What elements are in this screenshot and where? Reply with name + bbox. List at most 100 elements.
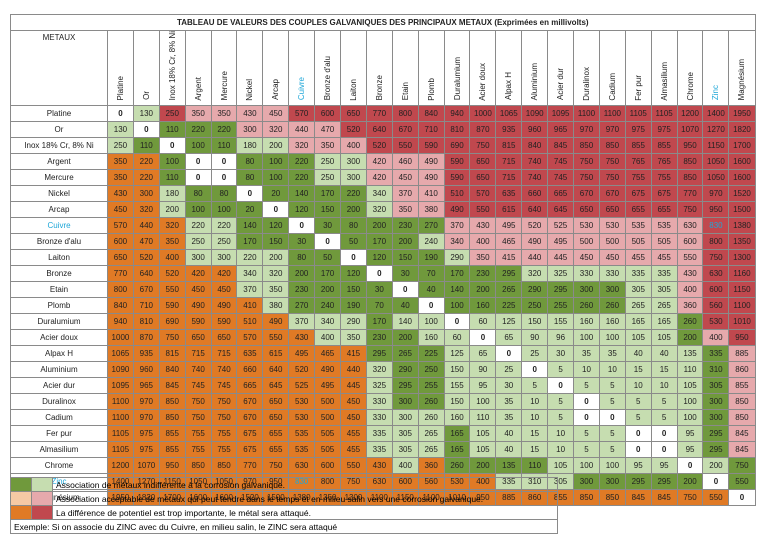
column-header-label: Laiton (348, 78, 358, 101)
value-cell: 40 (624, 345, 652, 363)
value-cell: 360 (417, 457, 445, 475)
value-cell: 320 (132, 201, 160, 219)
value-cell: 300 (340, 169, 367, 187)
value-cell: 100 (676, 409, 704, 427)
table-row: Laiton 650 520 400 300 300 220 200 80 50 0 120 150 19… (10, 249, 756, 267)
value-cell: 845 (728, 441, 756, 459)
value-cell: 505 (314, 441, 342, 459)
value-cell: 850 (676, 169, 704, 187)
value-cell: 340 (314, 313, 342, 331)
value-cell: 320 (158, 217, 186, 235)
row-label-platine: Platine (10, 105, 108, 123)
value-cell: 885 (728, 345, 756, 363)
value-cell: 80 (184, 185, 212, 203)
value-cell: 230 (391, 217, 419, 235)
value-cell: 535 (650, 217, 678, 235)
value-cell: 160 (443, 409, 471, 427)
legend-swatch (10, 491, 32, 506)
value-cell: 590 (443, 153, 471, 171)
row-label-inox-18-cr-8-ni: Inox 18% Cr, 8% Ni (10, 137, 108, 155)
value-cell: 400 (391, 457, 419, 475)
value-cell: 100 (262, 169, 290, 187)
value-cell: 200 (469, 457, 497, 475)
galvanic-table-wrapper: TABLEAU DE VALEURS DES COUPLES GALVANIQU… (10, 14, 756, 507)
value-cell: 300 (236, 121, 264, 139)
value-cell: 260 (417, 393, 445, 411)
value-cell: 5 (547, 361, 575, 379)
value-cell: 975 (132, 441, 160, 459)
value-cell: 750 (676, 201, 704, 219)
value-cell: 150 (521, 313, 549, 331)
value-cell: 440 (340, 361, 367, 379)
value-cell: 160 (573, 313, 600, 331)
legend-swatch (31, 491, 53, 506)
value-cell: 590 (417, 137, 445, 155)
value-cell: 100 (598, 457, 626, 475)
value-cell: 430 (107, 185, 134, 203)
value-cell: 600 (702, 281, 730, 299)
column-header-acier-dur: Acier dur (547, 29, 575, 107)
value-cell: 1105 (107, 425, 134, 443)
column-header-label: Duralinox (581, 66, 591, 101)
value-cell: 750 (676, 489, 704, 507)
column-header-plomb: Plomb (417, 29, 445, 107)
value-cell: 240 (314, 297, 342, 315)
value-cell: 420 (365, 153, 393, 171)
value-cell: 0 (624, 441, 652, 459)
value-cell: 1520 (728, 185, 756, 203)
value-cell: 740 (184, 361, 212, 379)
value-cell: 500 (598, 233, 626, 251)
value-cell: 300 (210, 249, 238, 267)
value-cell: 850 (210, 457, 238, 475)
value-cell: 940 (443, 105, 471, 123)
value-cell: 1105 (107, 441, 134, 459)
value-cell: 135 (495, 457, 523, 475)
value-cell: 10 (521, 409, 549, 427)
value-cell: 745 (184, 377, 212, 395)
value-cell: 1950 (728, 105, 756, 123)
table-row: Plomb 840 710 590 490 490 410 380 270 240 190 70 40 0… (10, 297, 756, 315)
value-cell: 5 (598, 393, 626, 411)
value-cell: 635 (495, 185, 523, 203)
value-cell: 330 (573, 265, 600, 283)
value-cell: 525 (547, 217, 575, 235)
value-cell: 1070 (676, 121, 704, 139)
value-cell: 640 (262, 361, 290, 379)
value-cell: 855 (158, 425, 186, 443)
value-cell: 1050 (702, 153, 730, 171)
value-cell: 970 (573, 121, 600, 139)
value-cell: 35 (573, 345, 600, 363)
value-cell: 350 (314, 137, 342, 155)
value-cell: 570 (236, 329, 264, 347)
value-cell: 80 (236, 153, 264, 171)
value-cell: 970 (132, 409, 160, 427)
value-cell: 470 (314, 121, 342, 139)
value-cell: 0 (236, 185, 264, 203)
value-cell: 550 (676, 249, 704, 267)
value-cell: 750 (728, 457, 756, 475)
value-cell: 350 (158, 233, 186, 251)
value-cell: 105 (469, 425, 497, 443)
value-cell: 845 (158, 377, 186, 395)
value-cell: 335 (702, 345, 730, 363)
value-cell: 5 (573, 425, 600, 443)
value-cell: 225 (417, 345, 445, 363)
value-cell: 770 (107, 265, 134, 283)
value-cell: 855 (650, 137, 678, 155)
value-cell: 0 (728, 489, 756, 507)
value-cell: 830 (702, 217, 730, 235)
galvanic-couples-table: TABLEAU DE VALEURS DES COUPLES GALVANIQU… (10, 14, 756, 507)
value-cell: 645 (262, 377, 290, 395)
value-cell: 35 (495, 409, 523, 427)
value-cell: 655 (624, 201, 652, 219)
value-cell: 40 (495, 425, 523, 443)
value-cell: 490 (443, 201, 471, 219)
value-cell: 710 (132, 297, 160, 315)
value-cell: 1200 (676, 105, 704, 123)
value-cell: 120 (262, 217, 290, 235)
value-cell: 745 (547, 169, 575, 187)
value-cell: 750 (469, 137, 497, 155)
header-row: METAUX Platine Or Inox 18% Cr, 8% Ni Argent… (10, 29, 756, 107)
value-cell: 500 (314, 409, 342, 427)
value-cell: 665 (236, 377, 264, 395)
